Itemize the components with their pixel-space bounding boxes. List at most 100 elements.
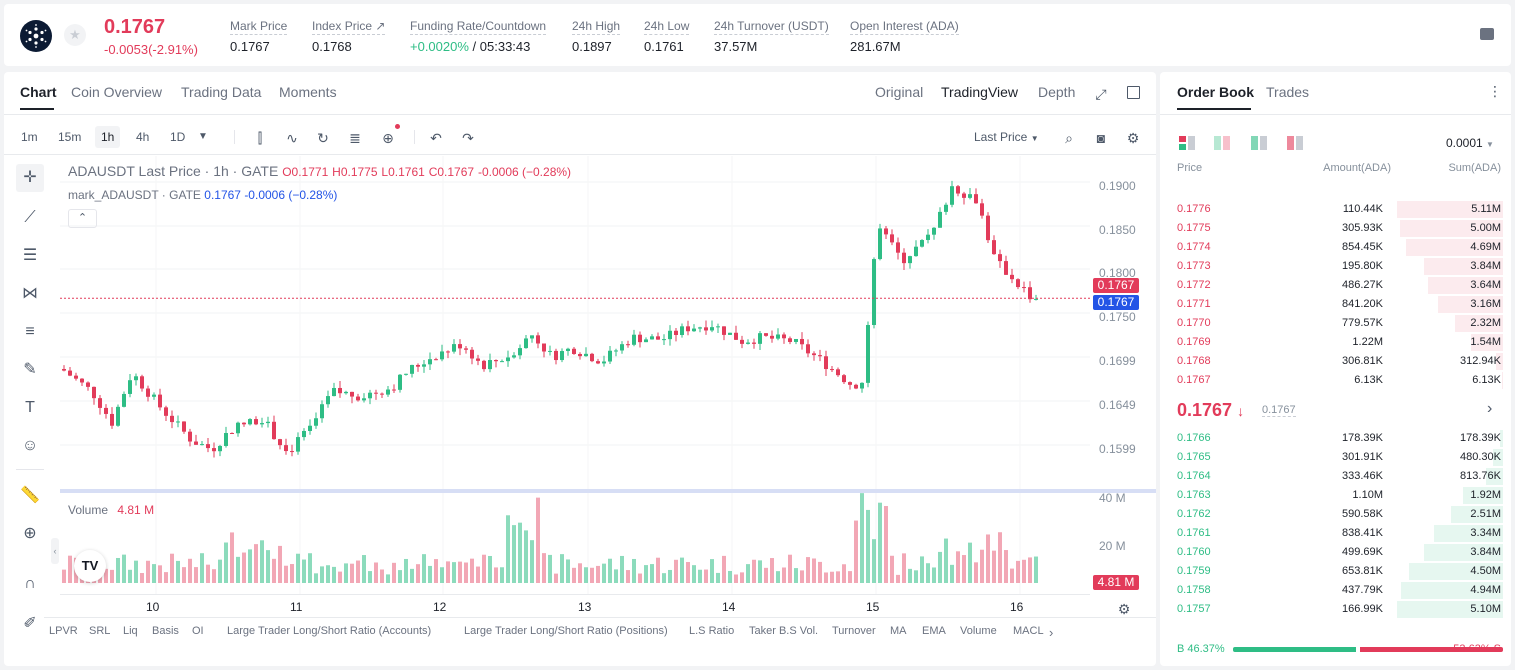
ask-row[interactable]: 0.1775 305.93K 5.00M <box>1160 219 1511 238</box>
tf-1h[interactable]: 1h <box>95 126 121 148</box>
pencil-lock-icon[interactable]: ✐ <box>23 615 37 632</box>
refresh-icon[interactable]: ↻ <box>317 130 329 146</box>
search-icon[interactable]: ⌕ <box>1065 130 1073 146</box>
indicators-icon[interactable]: ∿ <box>286 130 298 146</box>
indicator-item[interactable]: Large Trader Long/Short Ratio (Accounts) <box>227 625 432 637</box>
candle-type-icon[interactable]: ⫿ <box>257 130 263 146</box>
ask-sum: 3.64M <box>1470 279 1501 291</box>
layout-asks-icon[interactable] <box>1287 136 1303 150</box>
indicator-item[interactable]: EMA <box>922 625 946 637</box>
chevron-right-icon[interactable]: › <box>1487 400 1493 417</box>
indicator-item[interactable]: Volume <box>960 625 997 637</box>
tab-order-book[interactable]: Order Book <box>1177 84 1255 100</box>
layout-split-icon[interactable] <box>1214 136 1230 150</box>
indicator-item[interactable]: MACL <box>1013 625 1044 637</box>
indicator-item[interactable]: Turnover <box>832 625 876 637</box>
tf-4h[interactable]: 4h <box>136 130 150 144</box>
collapse-toolbar-icon[interactable]: ‹ <box>51 538 59 564</box>
window-icon[interactable] <box>1127 86 1140 99</box>
camera-icon[interactable]: ◙ <box>1096 130 1106 146</box>
bid-row[interactable]: 0.1762 590.58K 2.51M <box>1160 505 1511 524</box>
precision-select[interactable]: 0.0001 ▼ <box>1446 136 1494 150</box>
bid-row[interactable]: 0.1763 1.10M 1.92M <box>1160 486 1511 505</box>
ask-row[interactable]: 0.1770 779.57K 2.32M <box>1160 314 1511 333</box>
parallel-lines-icon[interactable]: ☰ <box>22 247 38 264</box>
indicator-item[interactable]: Basis <box>152 625 179 637</box>
view-original[interactable]: Original <box>875 84 924 100</box>
expand-icon[interactable]: ⤢ <box>1095 86 1107 102</box>
candle-body <box>230 433 234 435</box>
tf-1d[interactable]: 1D <box>170 130 186 144</box>
tab-chart[interactable]: Chart <box>20 84 57 100</box>
ask-row[interactable]: 0.1772 486.27K 3.64M <box>1160 276 1511 295</box>
tab-moments[interactable]: Moments <box>279 84 337 100</box>
add-icon[interactable]: ⊕ <box>382 130 394 146</box>
collapse-legend-icon[interactable]: ⌃ <box>68 209 97 228</box>
volume-bar <box>134 560 138 583</box>
bid-row[interactable]: 0.1764 333.46K 813.76K <box>1160 467 1511 486</box>
volume-bar <box>584 567 588 583</box>
scroll-right-icon[interactable]: › <box>1049 625 1054 640</box>
indicator-item[interactable]: MA <box>890 625 907 637</box>
pattern-icon[interactable]: ⋈ <box>22 285 38 302</box>
volume-bar <box>488 555 492 583</box>
magnet-icon[interactable]: ∩ <box>24 575 36 592</box>
tab-trading-data[interactable]: Trading Data <box>181 84 262 100</box>
favorite-star-icon[interactable]: ★ <box>64 24 86 46</box>
bid-row[interactable]: 0.1765 301.91K 480.30K <box>1160 448 1511 467</box>
brush-icon[interactable]: ✎ <box>23 361 37 378</box>
ask-row[interactable]: 0.1774 854.45K 4.69M <box>1160 238 1511 257</box>
ask-row[interactable]: 0.1773 195.80K 3.84M <box>1160 257 1511 276</box>
more-options-icon[interactable]: ⋮ <box>1488 83 1502 99</box>
indicator-item[interactable]: SRL <box>89 625 111 637</box>
ask-row[interactable]: 0.1771 841.20K 3.16M <box>1160 295 1511 314</box>
settings-gear-icon[interactable]: ⚙ <box>1126 130 1140 146</box>
ask-row[interactable]: 0.1776 110.44K 5.11M <box>1160 200 1511 219</box>
bid-row[interactable]: 0.1760 499.69K 3.84M <box>1160 543 1511 562</box>
zoom-in-icon[interactable]: ⊕ <box>23 525 37 542</box>
candle-body <box>536 335 540 344</box>
ask-row[interactable]: 0.1768 306.81K 312.94K <box>1160 352 1511 371</box>
index-price-label[interactable]: Index Price ↗ <box>312 19 386 35</box>
bid-row[interactable]: 0.1761 838.41K 3.34M <box>1160 524 1511 543</box>
indicator-item[interactable]: Liq <box>123 625 138 637</box>
tab-trades[interactable]: Trades <box>1266 84 1310 100</box>
candle-body <box>980 203 984 216</box>
layout-bids-icon[interactable] <box>1251 136 1267 150</box>
indicator-item[interactable]: LPVR <box>49 625 78 637</box>
emoji-icon[interactable]: ☺ <box>21 437 39 454</box>
bid-row[interactable]: 0.1758 437.79K 4.94M <box>1160 581 1511 600</box>
bid-row[interactable]: 0.1766 178.39K 178.39K <box>1160 429 1511 448</box>
ruler-icon[interactable]: 📏 <box>20 487 40 504</box>
axis-settings-icon[interactable]: ⚙ <box>1117 601 1131 617</box>
candlestick-chart[interactable] <box>60 156 1090 594</box>
tradingview-logo-icon[interactable]: TV <box>74 550 106 582</box>
tab-coin-overview[interactable]: Coin Overview <box>71 84 163 100</box>
ask-row[interactable]: 0.1767 6.13K 6.13K <box>1160 371 1511 390</box>
crosshair-icon[interactable]: ✛ <box>16 164 44 192</box>
trend-line-icon[interactable]: ⟋ <box>24 209 36 226</box>
candle-body <box>452 344 456 352</box>
volume-bar <box>836 571 840 583</box>
list-icon[interactable]: ≣ <box>349 130 361 146</box>
tf-1m[interactable]: 1m <box>21 130 38 144</box>
indicator-item[interactable]: OI <box>192 625 204 637</box>
indicator-item[interactable]: Taker B.S Vol. <box>749 625 819 637</box>
view-tradingview[interactable]: TradingView <box>941 84 1019 100</box>
text-tool-icon[interactable]: T <box>25 399 35 416</box>
fib-icon[interactable]: ≡ <box>25 323 35 340</box>
undo-icon[interactable]: ↶ <box>430 130 442 146</box>
timeframe-dropdown-icon[interactable]: ▼ <box>198 131 208 142</box>
price-type-select[interactable]: Last Price ▼ <box>974 126 1039 150</box>
indicator-item[interactable]: Large Trader Long/Short Ratio (Positions… <box>464 625 668 637</box>
tf-15m[interactable]: 15m <box>58 130 82 144</box>
pane-divider[interactable] <box>60 489 1156 493</box>
bid-row[interactable]: 0.1757 166.99K 5.10M <box>1160 600 1511 619</box>
layout-both-icon[interactable] <box>1179 136 1195 150</box>
redo-icon[interactable]: ↷ <box>462 130 474 146</box>
bid-row[interactable]: 0.1759 653.81K 4.50M <box>1160 562 1511 581</box>
book-icon[interactable] <box>1480 28 1494 40</box>
ask-row[interactable]: 0.1769 1.22M 1.54M <box>1160 333 1511 352</box>
view-depth[interactable]: Depth <box>1038 84 1076 100</box>
indicator-item[interactable]: L.S Ratio <box>689 625 735 637</box>
